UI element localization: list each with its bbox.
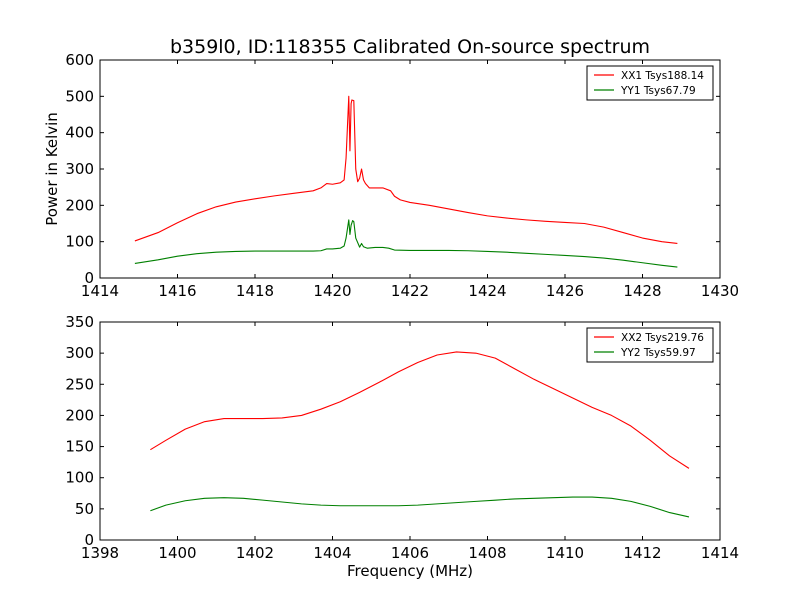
x-tick-label: 1408 — [468, 544, 506, 562]
y-tick-label: 300 — [65, 344, 94, 362]
legend-label: XX2 Tsys219.76 — [621, 332, 704, 344]
x-tick-label: 1420 — [313, 282, 351, 300]
x-tick-label: 1400 — [158, 544, 196, 562]
x-tick-label: 1412 — [623, 544, 661, 562]
legend-box — [586, 327, 714, 363]
y-tick-label: 300 — [65, 160, 94, 178]
legend-label: YY1 Tsys67.79 — [620, 85, 696, 97]
x-tick-label: 1414 — [81, 282, 119, 300]
x-tick-label: 1424 — [468, 282, 506, 300]
x-tick-label: 1402 — [236, 544, 274, 562]
y-tick-label: 200 — [65, 196, 94, 214]
bottom-plot: 1398 1400 1402 1404 1406 1408 1410 1412 1414 0 50 1… — [65, 313, 739, 562]
y-tick-label: 400 — [65, 124, 94, 142]
top-y-axis-label: Power in Kelvin — [43, 112, 61, 226]
y-tick-label: 100 — [65, 469, 94, 487]
y-tick-label: 250 — [65, 375, 94, 393]
series-line-2-1 — [150, 351, 690, 469]
y-tick-label: 50 — [75, 500, 94, 518]
series-line-1-2 — [134, 219, 678, 268]
legend: XX1 Tsys188.14 YY1 Tsys67.79 — [586, 65, 714, 101]
chart-title: b359l0, ID:118355 Calibrated On-source s… — [170, 36, 650, 58]
legend-box — [586, 65, 714, 101]
x-tick-label: 1426 — [546, 282, 584, 300]
x-tick-label: 1406 — [391, 544, 429, 562]
y-tick-label: 600 — [65, 51, 94, 69]
x-tick-label: 1428 — [623, 282, 661, 300]
y-tick-label: 350 — [65, 313, 94, 331]
x-tick-label: 1410 — [546, 544, 584, 562]
x-tick-label: 1430 — [701, 282, 739, 300]
y-tick-label: 500 — [65, 87, 94, 105]
y-tick-label: 100 — [65, 233, 94, 251]
top-plot: 1414 1416 1418 1420 1422 1424 1426 1428 1430 0 100… — [65, 51, 739, 300]
bottom-x-axis-label: Frequency (MHz) — [347, 562, 473, 580]
series-line-2-2 — [150, 496, 690, 518]
legend-label: YY2 Tsys59.97 — [620, 347, 696, 359]
x-tick-label: 1422 — [391, 282, 429, 300]
x-tick-label: 1418 — [236, 282, 274, 300]
x-tick-label: 1416 — [158, 282, 196, 300]
series-line-1-1 — [134, 95, 678, 245]
legend: XX2 Tsys219.76 YY2 Tsys59.97 — [586, 327, 714, 363]
x-tick-label: 1404 — [313, 544, 351, 562]
y-tick-label: 150 — [65, 438, 94, 456]
y-tick-label: 0 — [84, 269, 94, 287]
x-tick-label: 1398 — [81, 544, 119, 562]
legend-label: XX1 Tsys188.14 — [621, 70, 704, 82]
x-tick-label: 1414 — [701, 544, 739, 562]
y-tick-label: 0 — [84, 531, 94, 549]
y-tick-label: 200 — [65, 406, 94, 424]
